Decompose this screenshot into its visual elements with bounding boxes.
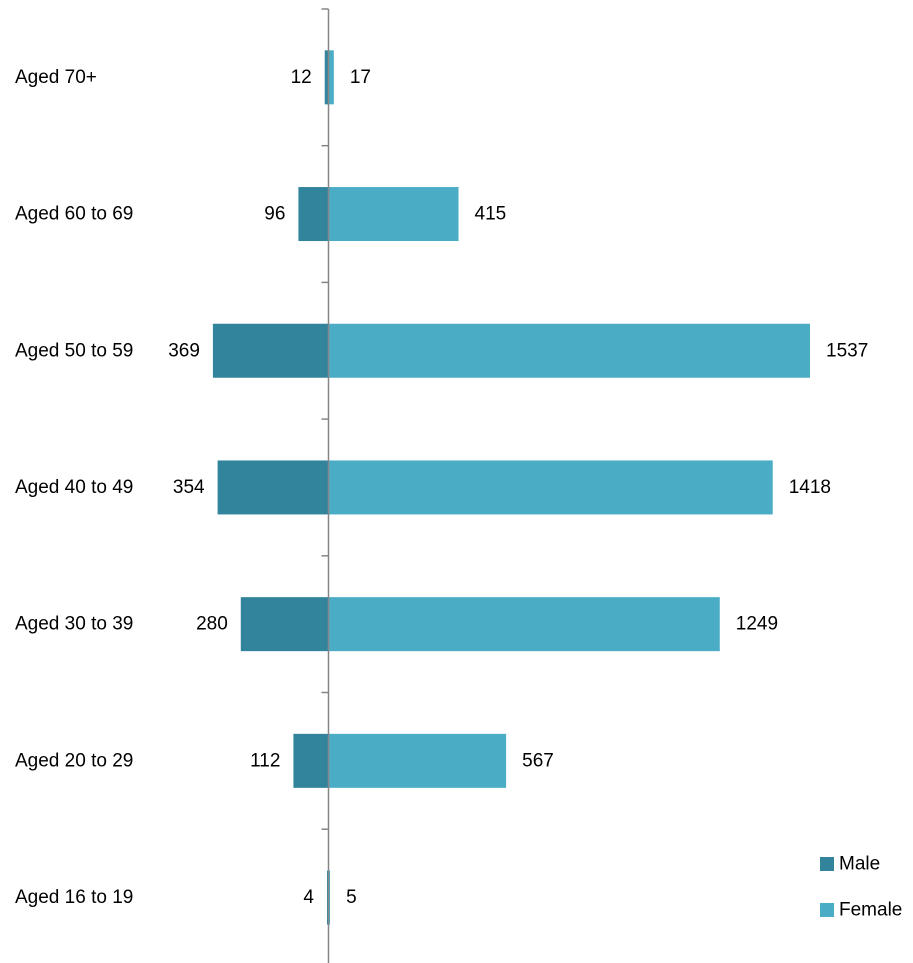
bar-male-aged-40-to-49 xyxy=(217,460,329,515)
category-labels: Aged 16 to 19 Aged 20 to 29 Aged 30 to 39 A… xyxy=(15,67,133,908)
category-label-aged-30-to-39: Aged 30 to 39 xyxy=(15,614,133,635)
category-label-aged-70plus: Aged 70+ xyxy=(15,67,97,88)
bars-layer xyxy=(212,50,810,925)
category-label-aged-20-to-29: Aged 20 to 29 xyxy=(15,750,133,771)
legend: Male Female xyxy=(820,854,902,921)
data-label-female-aged-40-to-49: 1418 xyxy=(789,477,831,498)
data-label-female-aged-70plus: 17 xyxy=(350,67,371,88)
bar-female-aged-50-to-59 xyxy=(328,323,810,378)
legend-label-female: Female xyxy=(839,900,902,921)
bar-male-aged-70plus xyxy=(324,50,329,105)
bar-female-aged-70plus xyxy=(328,50,334,105)
category-axis xyxy=(321,8,330,963)
bar-female-aged-40-to-49 xyxy=(328,460,773,515)
legend-swatch-male xyxy=(820,857,834,871)
data-label-female-aged-20-to-29: 567 xyxy=(522,750,554,771)
bar-male-aged-60-to-69 xyxy=(298,187,329,242)
bar-male-aged-30-to-39 xyxy=(240,597,329,652)
legend-swatch-female xyxy=(820,903,834,917)
data-label-male-aged-40-to-49: 354 xyxy=(173,477,205,498)
data-label-male-aged-50-to-59: 369 xyxy=(168,340,200,361)
data-label-male-aged-20-to-29: 112 xyxy=(250,750,280,771)
data-label-female-aged-30-to-39: 1249 xyxy=(736,614,778,635)
bar-female-aged-60-to-69 xyxy=(328,187,459,242)
category-label-aged-60-to-69: Aged 60 to 69 xyxy=(15,204,133,225)
data-label-male-aged-16-to-19: 4 xyxy=(303,887,314,908)
bar-male-aged-20-to-29 xyxy=(293,733,329,788)
bar-female-aged-16-to-19 xyxy=(328,870,331,925)
data-labels: 4 5 112 567 280 1249 354 1418 369 1537 96 415 12 17 xyxy=(168,67,868,908)
category-label-aged-16-to-19: Aged 16 to 19 xyxy=(15,887,133,908)
data-label-male-aged-30-to-39: 280 xyxy=(196,614,228,635)
data-label-male-aged-70plus: 12 xyxy=(291,67,312,88)
legend-label-male: Male xyxy=(839,854,880,875)
category-label-aged-50-to-59: Aged 50 to 59 xyxy=(15,340,133,361)
data-label-female-aged-60-to-69: 415 xyxy=(475,204,507,225)
bar-male-aged-50-to-59 xyxy=(212,323,329,378)
bar-female-aged-20-to-29 xyxy=(328,733,507,788)
data-label-female-aged-16-to-19: 5 xyxy=(346,887,357,908)
data-label-female-aged-50-to-59: 1537 xyxy=(826,340,868,361)
data-label-male-aged-60-to-69: 96 xyxy=(264,204,285,225)
bar-female-aged-30-to-39 xyxy=(328,597,720,652)
category-label-aged-40-to-49: Aged 40 to 49 xyxy=(15,477,133,498)
